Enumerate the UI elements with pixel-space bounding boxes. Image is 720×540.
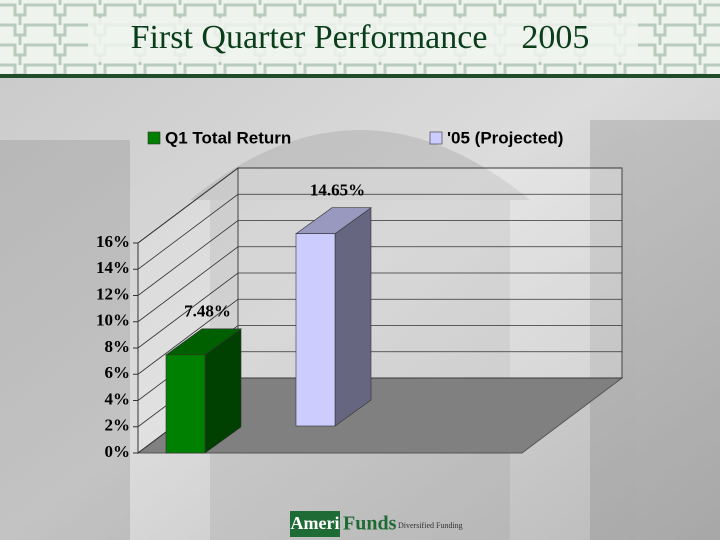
grid-line (137, 246, 622, 323)
legend-label: '05 (Projected) (447, 128, 563, 147)
grid-line (137, 272, 622, 349)
chart-title: First Quarter Performance 2005 (131, 19, 590, 56)
logo-text: Funds (343, 513, 397, 535)
y-tick-label: 8% (105, 337, 131, 356)
grid-line (137, 298, 622, 375)
footer-logo: Ameri Funds Diversified Funding (290, 511, 463, 537)
y-tick-label: 0% (105, 442, 131, 461)
logo-box (290, 511, 340, 537)
bar (165, 354, 206, 454)
grid-line (137, 193, 622, 270)
grid-line (137, 220, 622, 296)
logo-tagline: Diversified Funding (398, 521, 463, 530)
y-tick-label: 10% (96, 311, 130, 330)
legend-swatch (429, 131, 443, 145)
data-label: 7.48% (184, 302, 231, 321)
bar (295, 233, 336, 427)
logo-text: Ameri (291, 513, 340, 533)
y-tick-label: 2% (105, 416, 131, 435)
y-tick-label: 12% (96, 284, 130, 303)
y-tick-label: 14% (96, 258, 130, 277)
title-backdrop (88, 18, 638, 62)
y-tick-label: 16% (96, 232, 130, 251)
y-tick-label: 4% (105, 389, 131, 408)
building-silhouette (0, 120, 720, 540)
data-label: 14.65% (310, 181, 365, 200)
title-rule (0, 74, 720, 78)
chart: 0% 2% 4% 6% 8% 10% 12% 14% 16% 7.48% Q1 Total Retu… (96, 128, 624, 461)
grid-line (137, 167, 622, 244)
legend-label: Q1 Total Return (165, 128, 291, 147)
y-tick-label: 6% (105, 363, 131, 382)
legend-swatch (147, 131, 161, 145)
bar-side (334, 207, 372, 427)
